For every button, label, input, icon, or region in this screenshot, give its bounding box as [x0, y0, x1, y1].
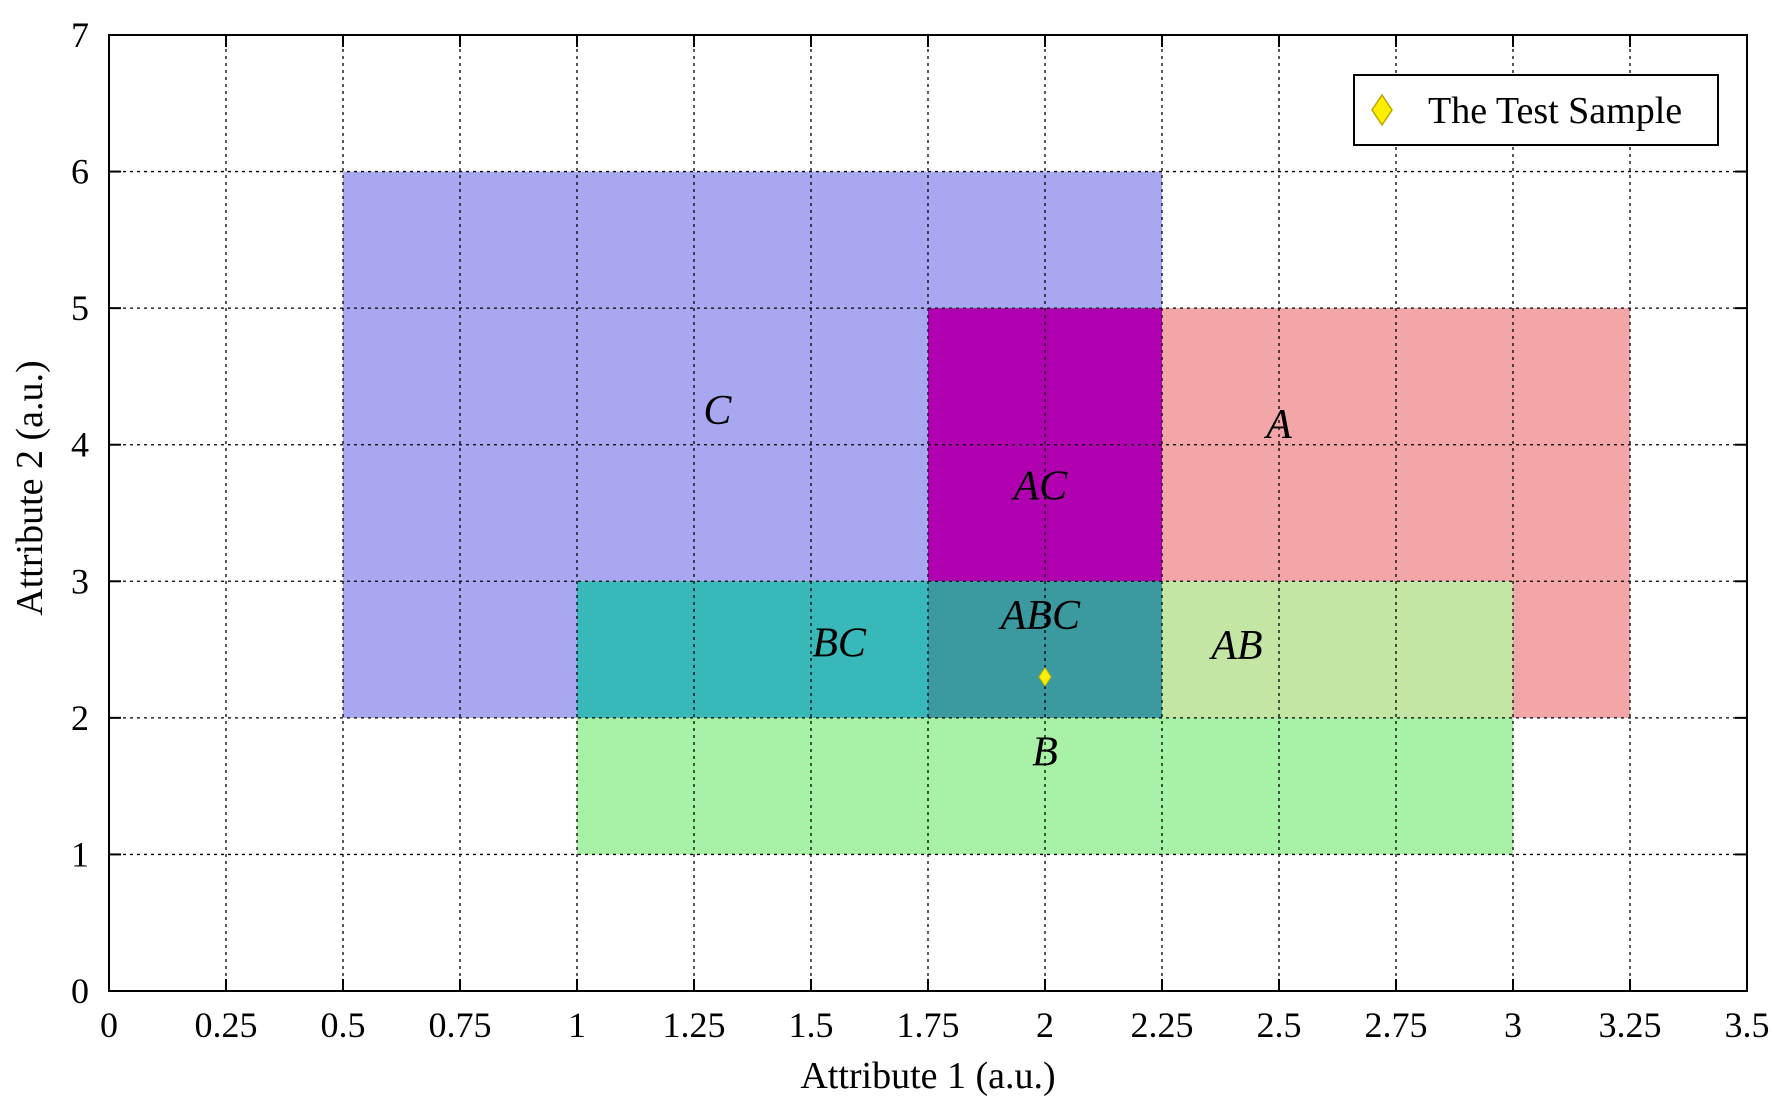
legend-box [1353, 74, 1719, 146]
x-tick-label: 0.5 [321, 1005, 366, 1045]
x-tick-label: 3.25 [1599, 1005, 1662, 1045]
points-layer [1038, 666, 1052, 687]
x-tick-label: 1.5 [789, 1005, 834, 1045]
region-ab [1162, 581, 1513, 718]
x-tick-label: 3 [1504, 1005, 1522, 1045]
y-tick-label: 5 [71, 288, 89, 328]
x-tick-label: 2 [1036, 1005, 1054, 1045]
x-tick-label: 1 [568, 1005, 586, 1045]
y-tick-label: 7 [71, 15, 89, 55]
region-label-a: A [1263, 402, 1292, 448]
region-label-ab: AB [1208, 623, 1262, 669]
y-tick-label: 0 [71, 971, 89, 1011]
region-ac [928, 308, 1162, 582]
region-label-c: C [703, 388, 732, 434]
legend-marker-diamond-icon [1371, 93, 1393, 127]
x-tick-label: 0.75 [429, 1005, 492, 1045]
x-tick-label: 2.5 [1257, 1005, 1302, 1045]
y-tick-label: 2 [71, 698, 89, 738]
x-tick-label: 1.75 [897, 1005, 960, 1045]
region-label-ac: AC [1010, 463, 1068, 509]
region-label-b: B [1032, 730, 1058, 776]
x-tick-label: 1.25 [663, 1005, 726, 1045]
x-tick-label: 2.75 [1365, 1005, 1428, 1045]
region-bc [577, 581, 928, 718]
x-axis-title: Attribute 1 (a.u.) [800, 1055, 1055, 1097]
grid-layer [109, 35, 1747, 991]
legend: The Test Sample [1353, 74, 1719, 146]
ticks-layer: 0 0.25 0.5 0.75 1 1.25 1.5 1.75 2 2.25 2.5 2.75 3 3.2… [71, 15, 1770, 1045]
x-tick-label: 3.5 [1725, 1005, 1770, 1045]
y-axis-title: Attribute 2 (a.u.) [9, 360, 51, 615]
overlaps-layer [577, 308, 1513, 718]
region-labels-layer: C A AC ABC BC AB B [703, 388, 1292, 775]
region-label-bc: BC [812, 620, 867, 666]
x-tick-label: 2.25 [1131, 1005, 1194, 1045]
y-tick-label: 3 [71, 561, 89, 601]
x-tick-label: 0.25 [195, 1005, 258, 1045]
y-tick-label: 6 [71, 152, 89, 192]
y-tick-label: 1 [71, 834, 89, 874]
x-tick-label: 0 [100, 1005, 118, 1045]
region-label-abc: ABC [998, 593, 1081, 639]
legend-entry-label: The Test Sample [1428, 90, 1682, 132]
test-sample-point [1038, 666, 1052, 687]
y-tick-label: 4 [71, 425, 89, 465]
